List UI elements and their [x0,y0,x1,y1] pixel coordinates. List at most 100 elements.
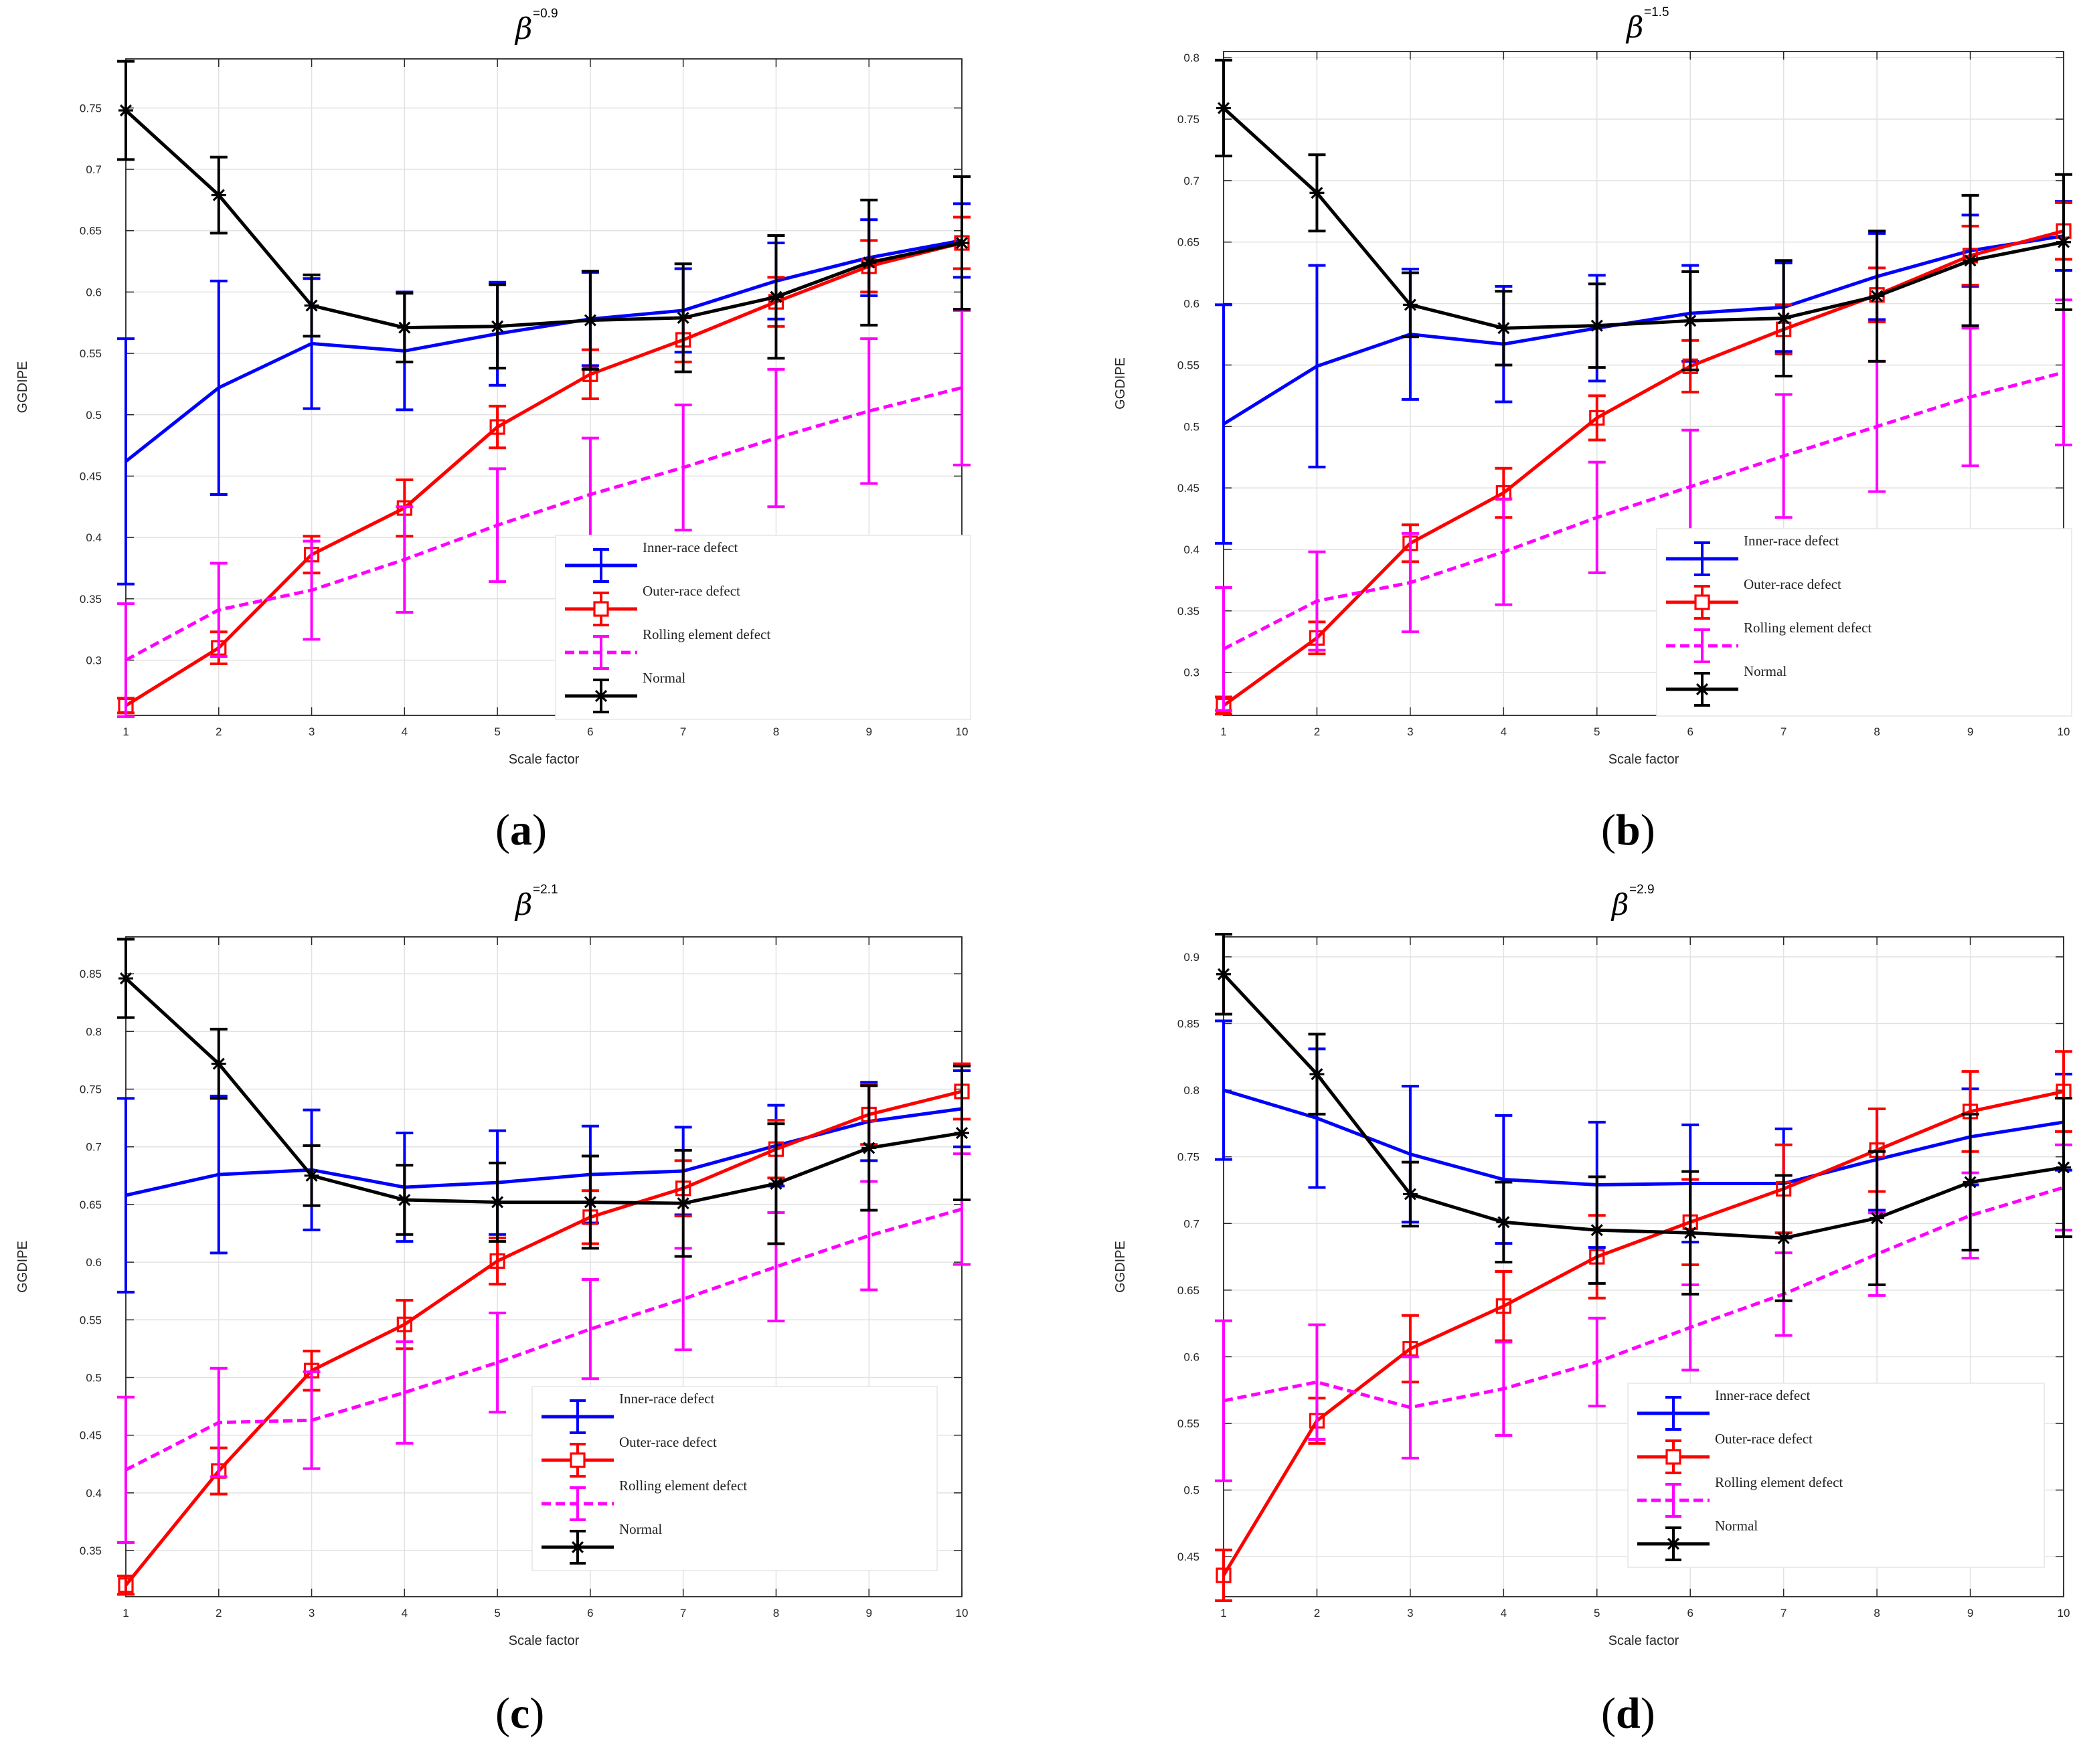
series-line [125,238,963,463]
legend-label: Inner-race defect [643,539,738,555]
data-point [1216,1567,1232,1583]
y-axis-label: GGDIPE [15,361,30,414]
x-tick-label: 10 [2058,1607,2070,1619]
title-symbol: β [514,12,532,46]
y-tick-label: 0.75 [80,1083,102,1096]
data-point [1683,313,1698,329]
y-tick-label: 0.6 [1183,1350,1199,1363]
x-tick-label: 5 [494,1607,500,1619]
series-line [1222,234,2064,426]
data-point [1589,1223,1604,1238]
data-point [1216,966,1231,982]
x-tick-label: 4 [1501,1607,1507,1619]
x-tick-label: 4 [402,725,408,738]
series-line [125,1207,963,1472]
series-normal [117,938,971,1258]
title-symbol: β [1625,11,1643,45]
series-normal [1215,58,2072,377]
series-group [117,938,971,1596]
x-tick-label: 7 [680,725,686,738]
x-tick-label: 7 [1780,1607,1787,1619]
panel-label: (c) [495,1689,544,1738]
data-point [397,320,412,335]
series-line [125,241,963,707]
legend-label: Rolling element defect [643,626,770,642]
x-axis-label: Scale factor [1608,1634,1679,1648]
y-tick-label: 0.55 [80,1314,102,1326]
data-point [675,1196,691,1211]
legend-swatch-marker [1666,1536,1681,1551]
legend-swatch-marker [570,1452,586,1468]
series-line [125,977,963,1205]
legend: Inner-race defect Outer-race defect Rollin… [555,535,971,720]
legend-label: Rolling element defect [1715,1474,1843,1490]
y-tick-label: 0.8 [1183,1084,1199,1097]
y-axis-label: GGDIPE [1113,357,1128,410]
legend-label: Rolling element defect [619,1478,747,1494]
panel-label-letter: c [510,1689,529,1738]
legend-label: Rolling element defect [1744,620,1872,636]
data-point [582,313,598,328]
data-point [211,1056,226,1071]
legend: Inner-race defect Outer-race defect Rollin… [531,1386,938,1571]
legend-swatch-marker [1695,682,1710,697]
y-tick-label: 0.65 [80,225,102,238]
data-point [861,255,877,270]
legend-label: Normal [619,1521,662,1537]
data-point [304,1168,319,1183]
x-tick-label: 1 [1220,1607,1226,1619]
data-point [489,1253,505,1269]
y-tick-label: 0.8 [1183,52,1199,64]
data-point [1496,1215,1511,1230]
x-axis-label: Scale factor [1608,752,1679,767]
data-point [955,1126,969,1141]
x-tick-label: 10 [2058,725,2070,738]
legend-label: Inner-race defect [619,1391,715,1407]
data-point [489,419,505,435]
series-group [1215,58,2072,716]
x-axis-label: Scale factor [509,1634,580,1648]
y-tick-label: 0.85 [1177,1017,1199,1030]
x-tick-label: 5 [1594,1607,1600,1619]
data-point [582,1195,598,1210]
series-rolling-element-defect [1215,298,2072,712]
title-superscript: =2.9 [1629,883,1655,897]
data-point [1963,253,1978,268]
y-tick-label: 0.75 [1177,1151,1199,1164]
data-point [768,289,784,304]
y-tick-label: 0.4 [86,1487,102,1500]
legend-entry: Rolling element defect [1666,620,1872,663]
y-tick-label: 0.5 [86,1371,102,1384]
legend-swatch-marker [593,601,609,617]
x-tick-label: 5 [494,725,500,738]
y-tick-label: 0.75 [1177,113,1199,126]
x-tick-label: 7 [1780,725,1787,738]
data-point [1870,288,1885,304]
legend-entry: Inner-race defect [565,539,738,583]
legend-entry: Outer-race defect [1666,576,1841,620]
legend-entry: Outer-race defect [565,583,740,626]
panel-label: (d) [1601,1689,1655,1738]
x-tick-label: 8 [1874,725,1880,738]
data-point [118,1577,134,1593]
x-tick-label: 2 [216,725,222,738]
x-tick-label: 3 [309,725,315,738]
x-tick-label: 3 [309,1607,315,1619]
x-tick-label: 9 [1967,1607,1973,1619]
y-axis-label: GGDIPE [15,1241,30,1293]
data-point [675,310,691,325]
data-point [1402,1186,1418,1202]
x-tick-label: 2 [1314,725,1320,738]
legend-entry: Rolling element defect [565,626,770,670]
legend-label: Outer-race defect [643,583,740,599]
y-tick-label: 0.35 [1177,605,1199,618]
chart-title: β =2.1 [514,883,558,922]
y-tick-label: 0.5 [1183,1484,1199,1497]
y-tick-label: 0.6 [86,286,102,298]
legend-entry: Normal [1666,663,1787,707]
data-point [1495,1298,1511,1314]
series-line [125,1089,963,1587]
panel-d: 1 2 3 4 5 6 7 8 9 10 0.45 0.5 0.55 0.6 0.65 0.7 0.75 0.8 0… [1113,883,2072,1738]
legend-entry: Normal [1637,1518,1758,1561]
